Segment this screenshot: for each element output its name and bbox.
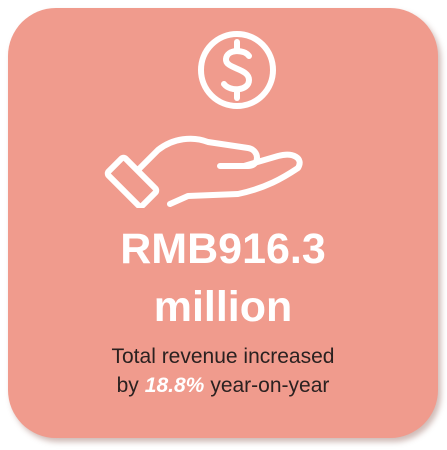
money-hand-icon [104,31,303,208]
stat-card: RMB916.3 million Total revenue increased… [8,8,438,438]
description-line: by 18.8% year-on-year [8,371,438,400]
description-line: Total revenue increased [111,345,335,368]
description-suffix: year-on-year [210,374,330,397]
unit: million [153,283,293,331]
amount: RMB916.3 [120,225,326,273]
description-prefix: by [116,374,139,397]
growth-highlight: 18.8% [144,374,205,397]
